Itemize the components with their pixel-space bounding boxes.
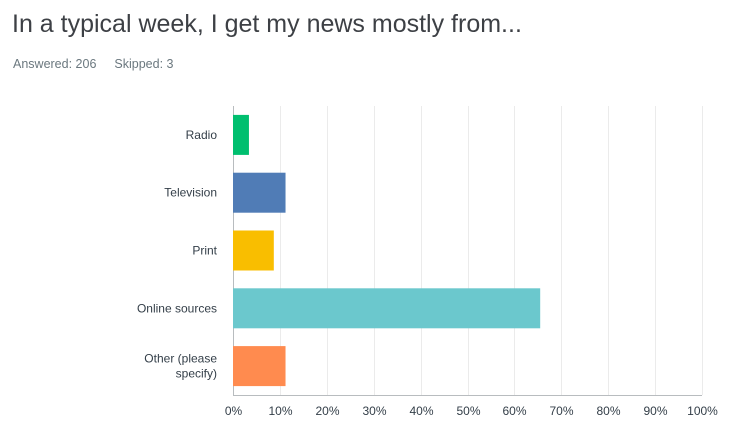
- category-label: Print: [192, 244, 217, 258]
- x-tick-label: 70%: [549, 404, 573, 418]
- skipped-count: Skipped: 3: [114, 57, 173, 71]
- answered-label: Answered:: [13, 57, 73, 71]
- skipped-value: 3: [166, 57, 174, 71]
- x-tick-label: 60%: [502, 404, 526, 418]
- x-tick-label: 40%: [409, 404, 433, 418]
- bar: [233, 288, 541, 329]
- category-label: Television: [164, 186, 217, 200]
- category-label: Online sources: [137, 301, 217, 315]
- skipped-label: Skipped:: [114, 57, 164, 71]
- x-tick-label: 30%: [362, 404, 386, 418]
- response-summary: Answered: 206 Skipped: 3: [13, 57, 174, 71]
- x-tick-label: 80%: [596, 404, 620, 418]
- bar: [233, 230, 274, 271]
- category-label: Other (please specify): [144, 352, 217, 381]
- x-tick-label: 90%: [643, 404, 667, 418]
- question-title: In a typical week, I get my news mostly …: [12, 10, 522, 38]
- x-tick-label: 0%: [225, 404, 243, 418]
- bar: [233, 172, 286, 213]
- answered-value: 206: [75, 57, 97, 71]
- bar: [233, 114, 249, 155]
- x-tick-label: 100%: [687, 404, 718, 418]
- x-tick-label: 10%: [268, 404, 292, 418]
- x-tick-label: 50%: [456, 404, 480, 418]
- bar: [233, 346, 286, 387]
- x-tick-label: 20%: [315, 404, 339, 418]
- answered-count: Answered: 206: [13, 57, 96, 71]
- category-label: Radio: [186, 128, 218, 142]
